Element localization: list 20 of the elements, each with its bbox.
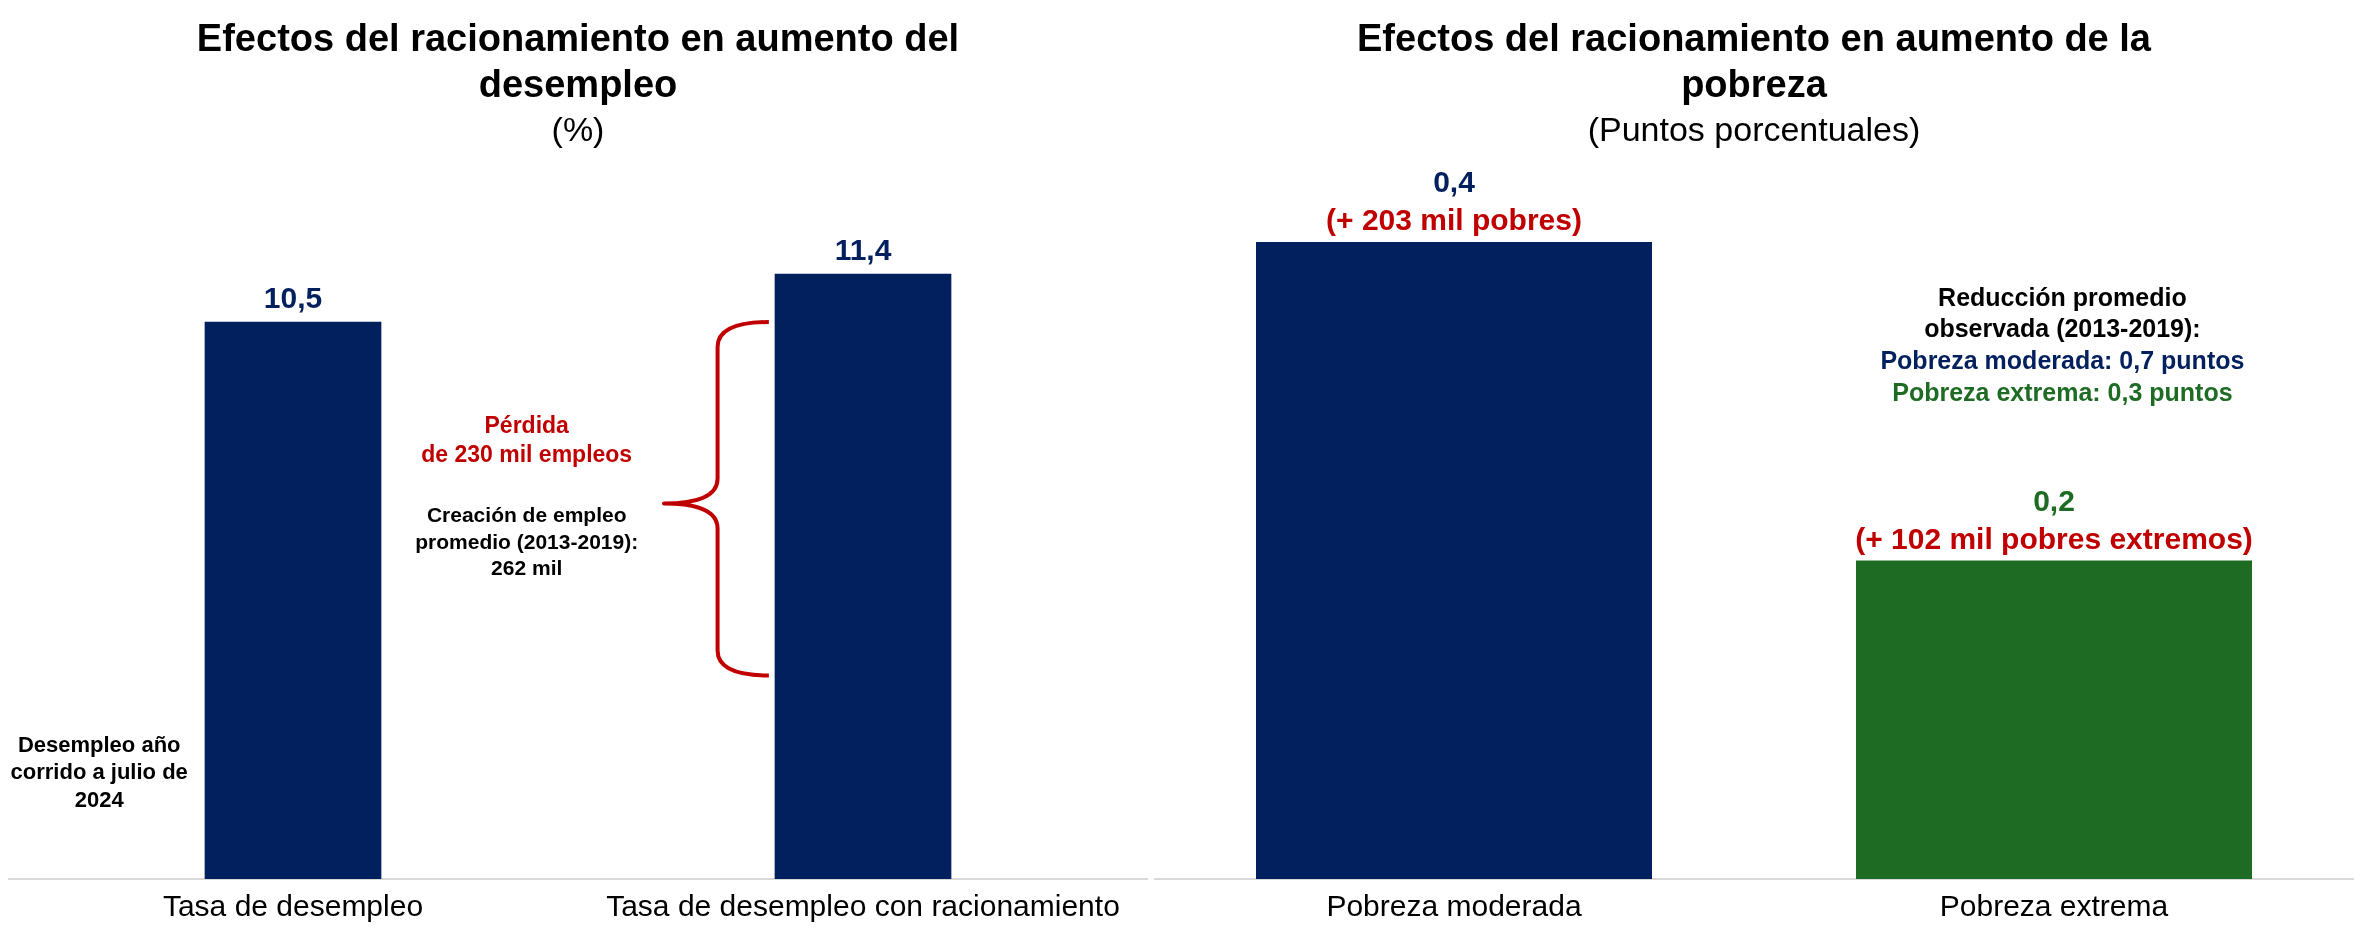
annotation: Creación de empleo promedio (2013-2019): 262 mil [415,503,639,579]
x-tick-label: Pobreza moderada [1326,889,1582,923]
chart-title: Efectos del racionamiento en aumento de la pobreza [1357,17,2152,105]
data-label: 11,4 [834,232,892,266]
chart-title: Efectos del racionamiento en aumento del desempleo [196,17,960,105]
data-label: 10,5 [263,280,323,314]
annotation: (+ 102 mil pobres extremos) [1855,521,2253,555]
annotation: Pérdida de 230 mil empleos [421,412,633,467]
chart-subtitle: (%) [551,109,605,148]
x-tick-label: Tasa de desempleo [162,889,424,923]
annotation: (+ 203 mil pobres) [1326,203,1582,236]
data-label: 0,2 [2033,483,2075,517]
chart-subtitle: (Puntos porcentuales) [1587,109,1921,148]
annotation: Pobreza moderada: 0,7 puntos [1880,346,2245,375]
annotation: Pobreza extrema: 0,3 puntos [1892,378,2233,407]
annotation: Reducción promedio observada (2013-2019): [1924,282,2201,342]
annotation: Desempleo año corrido a julio de 2024 [10,731,188,812]
data-label: 0,4 [1433,165,1476,198]
x-tick-label: Tasa de desempleo con racionamiento [606,889,1120,923]
x-tick-label: Pobreza extrema [1939,889,2169,923]
